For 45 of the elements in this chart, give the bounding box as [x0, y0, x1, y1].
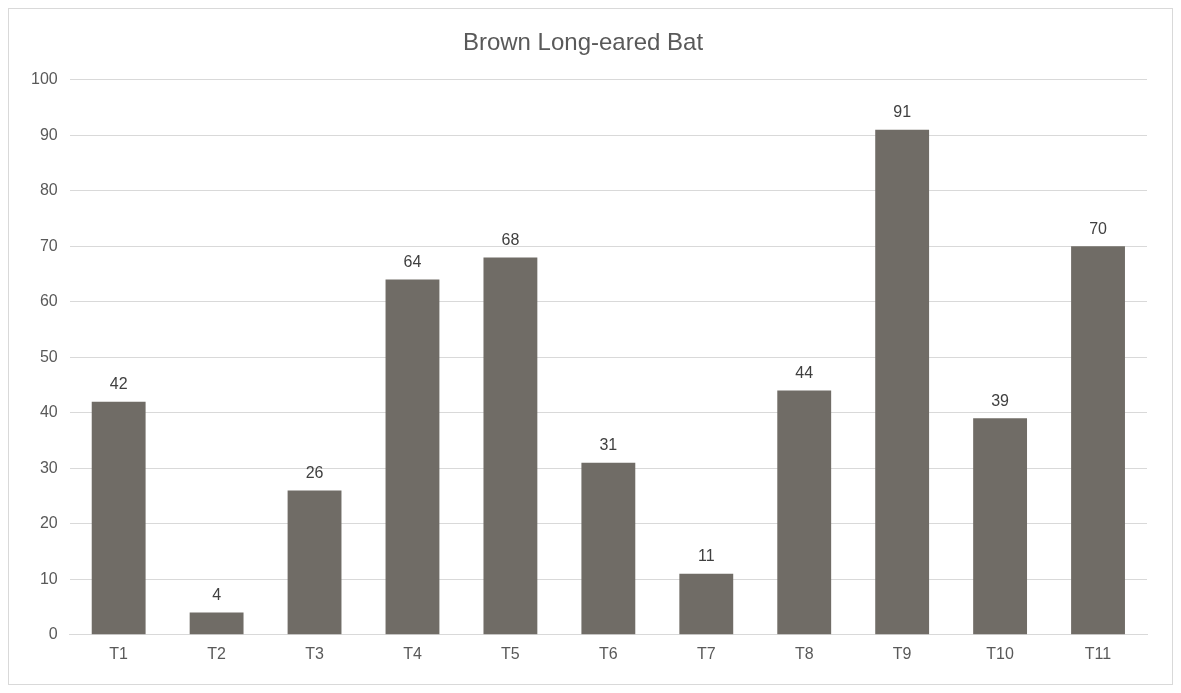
- bar: [483, 257, 538, 635]
- bar: [385, 279, 440, 635]
- y-tick-label: 50: [39, 347, 58, 365]
- data-label: 64: [403, 253, 422, 271]
- x-tick-label: T4: [403, 644, 422, 662]
- data-label: 91: [893, 103, 912, 121]
- x-tick-label: T8: [794, 644, 814, 662]
- bar: [1071, 246, 1125, 635]
- y-tick-label: 70: [39, 236, 58, 254]
- data-label: 70: [1089, 219, 1108, 237]
- y-tick-label: 40: [39, 403, 58, 421]
- data-label: 11: [697, 547, 715, 565]
- x-tick-label: T5: [501, 644, 520, 662]
- y-tick-label: 30: [39, 458, 58, 476]
- bar: [679, 573, 734, 635]
- data-label: 44: [795, 364, 814, 382]
- data-label: 68: [501, 230, 520, 248]
- y-tick-label: 80: [39, 181, 58, 199]
- data-label: 4: [212, 586, 222, 604]
- x-tick-label: T11: [1084, 644, 1112, 662]
- y-tick-label: 10: [39, 569, 58, 587]
- x-tick-label: T2: [207, 644, 227, 662]
- x-tick-label: T10: [986, 644, 1014, 662]
- data-label: 31: [599, 436, 618, 454]
- x-tick-label: T7: [696, 644, 716, 662]
- bar: [91, 401, 146, 635]
- bar: [581, 462, 636, 635]
- x-tick-label: T1: [109, 644, 129, 662]
- data-label: 39: [991, 391, 1010, 409]
- y-tick-label: 0: [48, 625, 58, 643]
- y-tick-label: 100: [30, 70, 58, 88]
- bar: [287, 490, 342, 635]
- bar: [777, 390, 832, 635]
- chart-title: Brown Long-eared Bat: [462, 28, 704, 56]
- y-tick-label: 90: [39, 125, 58, 143]
- data-label: 42: [109, 375, 128, 393]
- bar: [875, 129, 930, 635]
- bar: [189, 612, 244, 635]
- y-tick-label: 20: [39, 514, 58, 532]
- y-tick-label: 60: [39, 292, 58, 310]
- data-label: 26: [305, 463, 324, 481]
- x-tick-label: T3: [305, 644, 324, 662]
- x-tick-label: T6: [599, 644, 618, 662]
- x-tick-label: T9: [892, 644, 912, 662]
- bar: [973, 418, 1028, 635]
